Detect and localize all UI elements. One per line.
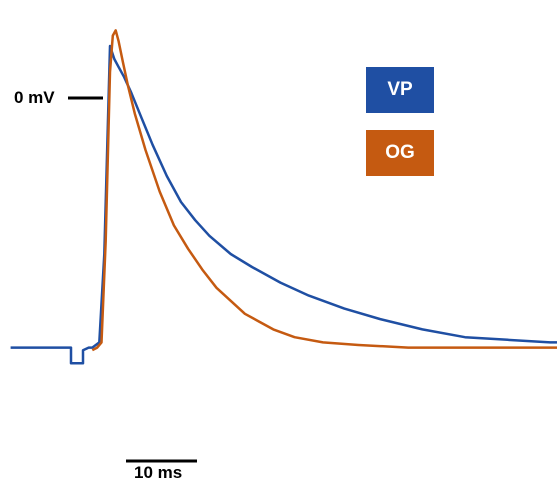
legend-og-label: OG <box>385 142 415 163</box>
trace-og <box>91 29 557 352</box>
legend-og: OG <box>366 130 434 176</box>
time-scale-label: 10 ms <box>134 463 183 482</box>
trace-vp <box>10 44 557 365</box>
traces <box>10 29 557 365</box>
legend-vp: VP <box>366 67 434 113</box>
legend-vp-label: VP <box>387 79 413 100</box>
zero-mv-label: 0 mV <box>14 88 55 107</box>
